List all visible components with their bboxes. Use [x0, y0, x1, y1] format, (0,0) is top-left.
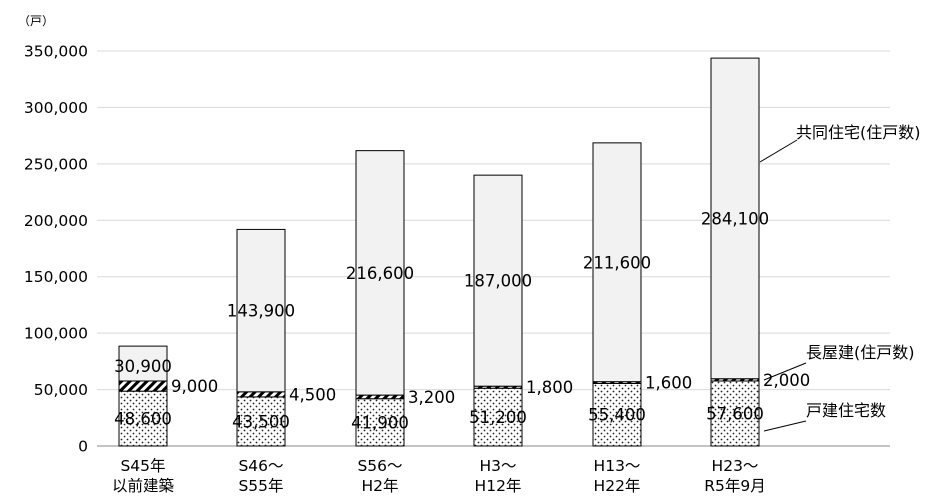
bar-segment-apartment: [473, 174, 523, 387]
bar-segment-apartment: [355, 150, 405, 396]
data-label-row-house: 3,200: [408, 388, 455, 407]
bar-segment-apartment: [236, 228, 286, 393]
data-label-apartment: 211,600: [583, 253, 651, 272]
bar-segment-detached: [236, 396, 286, 447]
x-tick-label: H12年: [475, 477, 522, 495]
x-tick-label: H13～: [594, 457, 641, 475]
data-label-apartment: 30,900: [114, 357, 172, 376]
legend-apartment-leader: [759, 139, 798, 163]
data-label-detached: 41,900: [351, 413, 409, 432]
data-label-detached: 43,500: [232, 412, 290, 431]
data-label-apartment: 216,600: [346, 264, 414, 283]
x-tick-label: R5年9月: [704, 477, 766, 495]
data-label-row-house: 1,600: [645, 374, 692, 393]
x-tick-label: H3～: [479, 457, 516, 475]
x-tick-label: S45年: [120, 457, 165, 475]
x-tick-label: S56～: [357, 457, 402, 475]
data-label-row-house: 1,800: [526, 378, 573, 397]
x-tick-label: S46～: [238, 457, 283, 475]
data-label-row-house: 2,000: [763, 371, 810, 390]
bar-segment-detached: [592, 382, 642, 447]
x-tick-label: H2年: [361, 477, 398, 495]
x-tick-label: 以前建築: [112, 477, 174, 495]
data-label-detached: 48,600: [114, 410, 172, 429]
y-unit-label: （戸）: [18, 14, 54, 28]
bar-segment-detached: [355, 398, 405, 447]
data-label-apartment: 143,900: [227, 302, 295, 321]
legend-detached: 戸建住宅数: [806, 401, 886, 420]
data-label-apartment: 284,100: [701, 209, 769, 228]
legend-detached-leader: [763, 420, 807, 432]
x-tick-label: S55年: [238, 477, 283, 495]
bar-segment-row-house: [355, 394, 405, 400]
y-tick-label: 250,000: [24, 155, 88, 173]
data-label-row-house: 9,000: [171, 377, 218, 396]
data-label-detached: 55,400: [588, 406, 646, 425]
y-tick-label: 200,000: [24, 212, 88, 230]
bar-segment-row-house: [118, 380, 168, 392]
y-tick-label: 350,000: [24, 43, 88, 61]
data-label-detached: 51,200: [469, 408, 527, 427]
data-label-row-house: 4,500: [289, 385, 336, 404]
data-label-detached: 57,600: [706, 404, 764, 423]
legend-apartment: 共同住宅(住戸数): [796, 123, 921, 142]
bar-segment-apartment: [118, 345, 168, 382]
y-tick-label: 50,000: [34, 381, 88, 399]
y-tick-label: 300,000: [24, 99, 88, 117]
y-tick-label: 0: [78, 438, 88, 456]
bar-segment-detached: [710, 380, 760, 447]
bar-segment-detached: [118, 390, 168, 447]
y-tick-label: 100,000: [24, 325, 88, 343]
legend-row-house: 長屋建(住戸数): [806, 343, 915, 362]
bar-segment-row-house: [236, 391, 286, 398]
y-tick-label: 150,000: [24, 268, 88, 286]
bar-segment-apartment: [710, 57, 760, 380]
bar-segment-apartment: [592, 142, 642, 383]
x-tick-label: H23～: [712, 457, 759, 475]
data-label-apartment: 187,000: [464, 272, 532, 291]
legend-row-house-leader: [763, 362, 807, 381]
x-tick-label: H22年: [594, 477, 641, 495]
